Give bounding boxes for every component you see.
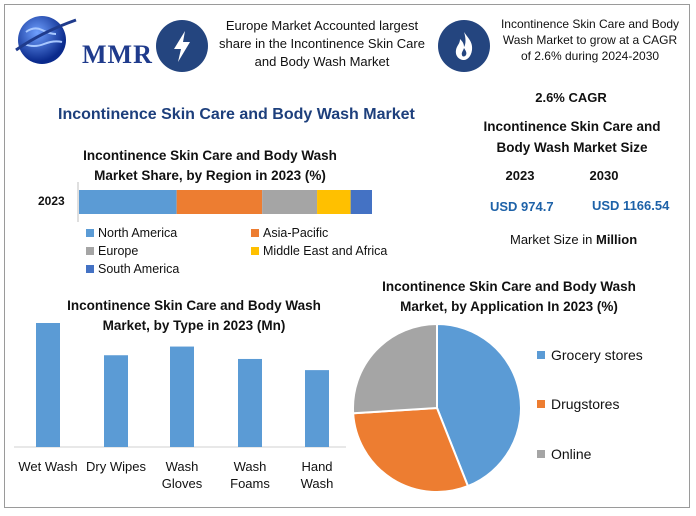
type-bar-wet-wash [36,323,60,447]
legend-label: Europe [98,244,139,258]
application-pie-chart [352,322,522,493]
legend-europe: Europe [86,244,138,258]
legend-south-america: South America [86,262,179,276]
legend-swatch [251,229,259,237]
type-label-wash-foams: Wash Foams [230,459,270,491]
type-bar-hand-wash [305,370,329,447]
legend-label: North America [98,226,178,240]
unit-prefix: Market Size in [510,232,596,247]
pie-legend-grocery: Grocery stores [537,347,643,363]
pie-slice-online [352,322,438,415]
header-text-cagr: Incontinence Skin Care and Body Wash Mar… [500,17,680,63]
type-label-dry-wipes: Dry Wipes [86,459,146,474]
type-label-wet-wash: Wet Wash [18,459,78,474]
pie-legend-online: Online [537,446,591,462]
region-bar-segment-north-america [79,190,177,214]
flame-icon [438,20,490,72]
pie-slice-grocery-stores [436,322,522,488]
legend-label: South America [98,262,180,276]
type-label-hand-wash: Hand Wash [300,459,334,491]
legend-swatch [251,247,259,255]
unit-value: Million [595,232,638,247]
pie-legend-label: Drugstores [551,396,620,412]
main-title: Incontinence Skin Care and Body Wash Mar… [58,106,415,123]
pie-legend-label: Grocery stores [551,347,643,363]
legend-label: Middle East and Africa [263,244,388,258]
logo-text: MMR [82,40,153,69]
application-chart-title: Incontinence Skin Care and Body Wash Mar… [382,279,636,314]
type-bar-chart [14,323,346,448]
header-text-europe: Europe Market Accounted largest share in… [219,18,425,69]
mmr-logo: MMR [12,10,152,70]
pie-legend-label: Online [551,446,592,462]
market-size-title: Incontinence Skin Care and Body Wash Mar… [483,119,661,155]
region-stacked-bar [77,182,372,222]
legend-north-america: North America [86,226,177,240]
type-bar-wash-foams [238,358,262,447]
lightning-icon [156,20,208,72]
globe-icon [15,16,77,64]
value-2030: USD 1166.54 [592,198,670,213]
legend-swatch [86,229,94,237]
year-2030: 2030 [589,168,619,183]
region-bar-segment-middle-east-and-africa [317,190,351,214]
market-size-unit: Market Size in Million [510,232,637,247]
year-2023: 2023 [505,168,535,183]
pie-legend-drugstores: Drugstores [537,396,619,412]
legend-label: Asia-Pacific [263,226,329,240]
type-bar-dry-wipes [104,355,128,447]
region-bar-segment-south-america [350,190,372,214]
type-chart-title: Incontinence Skin Care and Body Wash Mar… [67,298,321,333]
infographic-frame [4,4,690,508]
region-chart-year: 2023 [38,194,65,208]
value-2023: USD 974.7 [490,199,554,214]
pie-swatch [537,450,545,458]
cagr-stat: 2.6% CAGR [535,90,607,105]
legend-asia-pacific: Asia-Pacific [251,226,328,240]
region-chart-title: Incontinence Skin Care and Body Wash Mar… [83,148,337,183]
pie-slice-drugstores [352,406,470,493]
legend-swatch [86,265,94,273]
region-bar-segment-asia-pacific [176,190,263,214]
type-bar-wash-gloves [170,346,194,447]
region-bar-segment-europe [262,190,318,214]
pie-swatch [537,400,545,408]
pie-swatch [537,351,545,359]
legend-mea: Middle East and Africa [251,244,387,258]
type-label-wash-gloves: Wash Gloves [161,459,203,491]
legend-swatch [86,247,94,255]
